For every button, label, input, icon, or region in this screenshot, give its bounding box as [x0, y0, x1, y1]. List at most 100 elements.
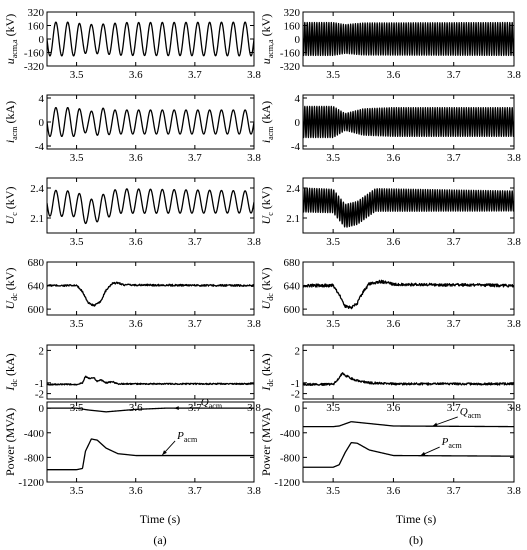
plot-frame: [302, 344, 515, 400]
y-tick-label: 2: [39, 345, 45, 357]
x-axis-label-b: Time (s): [396, 512, 437, 526]
x-tick-label: 3.5: [326, 152, 340, 164]
y-tick-label: -4: [35, 141, 45, 153]
x-tick-label: 3.6: [387, 152, 401, 164]
y-tick-label: 600: [28, 304, 45, 316]
x-tick-label: 3.8: [247, 318, 261, 330]
y-tick-label: -1200: [274, 477, 300, 489]
subplot-a-5: 3.5 3.6 3.7 3.8 -1200 -800 -400 0 Power (MVA) Qac…: [3, 397, 261, 497]
y-axis-label: Idc (kA): [3, 353, 19, 391]
x-tick-label: 3.5: [70, 236, 84, 248]
series-line: [47, 375, 254, 386]
y-tick-label: -320: [24, 61, 45, 73]
y-tick-label: 600: [284, 304, 301, 316]
traces: [303, 421, 514, 468]
y-tick-label: 160: [28, 21, 45, 33]
traces: [303, 21, 514, 57]
y-tick-label: 4: [39, 93, 45, 105]
x-tick-label: 3.5: [326, 236, 340, 248]
y-tick-label: 160: [284, 21, 301, 33]
y-axis-label: Uc (kV): [3, 187, 19, 225]
y-tick-label: -160: [24, 48, 45, 60]
y-tick-label: -1200: [18, 477, 44, 489]
series-line: [47, 21, 254, 57]
y-axis-label: iacm (kA): [259, 101, 275, 143]
y-tick-label: -1: [35, 378, 44, 390]
subplot-b-9: 3.5 3.6 3.7 3.8 600 640 680 Udc (kV): [259, 257, 521, 330]
y-axis-label: Udc (kV): [3, 268, 19, 310]
x-tick-label: 3.7: [188, 236, 202, 248]
x-tick-label: 3.6: [387, 485, 401, 497]
y-tick-label: 680: [28, 257, 45, 269]
y-tick-label: -320: [280, 61, 301, 73]
y-tick-label: 2.1: [30, 213, 44, 225]
plot-frame: [46, 177, 255, 234]
series-annotation: Qacm: [460, 406, 482, 420]
y-tick-label: 4: [295, 93, 301, 105]
x-tick-label: 3.5: [70, 485, 84, 497]
y-tick-label: 0: [39, 403, 45, 415]
y-tick-label: -1: [291, 378, 300, 390]
x-tick-label: 3.8: [247, 236, 261, 248]
y-tick-label: 0: [295, 403, 301, 415]
subplot-a-3: 3.5 3.6 3.7 3.8 600 640 680 Udc (kV): [3, 257, 261, 330]
y-tick-label: 2: [295, 345, 301, 357]
y-tick-label: -160: [280, 48, 301, 60]
series-line-p: [47, 438, 254, 471]
series-line: [47, 106, 254, 138]
series-line: [303, 187, 514, 228]
x-tick-label: 3.8: [247, 152, 261, 164]
y-tick-label: -800: [280, 452, 301, 464]
x-tick-label: 3.7: [447, 152, 461, 164]
y-axis-label: Idc (kA): [259, 353, 275, 391]
series-annotation: Pacm: [176, 430, 198, 444]
y-tick-label: 320: [28, 7, 45, 19]
series-line-q: [47, 407, 254, 413]
x-tick-label: 3.7: [188, 69, 202, 81]
x-tick-label: 3.7: [447, 485, 461, 497]
traces: [303, 372, 514, 387]
series-line: [47, 188, 254, 225]
series-line: [303, 372, 514, 387]
x-tick-label: 3.5: [326, 485, 340, 497]
x-tick-label: 3.8: [507, 69, 521, 81]
x-tick-label: 3.5: [70, 69, 84, 81]
x-tick-label: 3.8: [507, 152, 521, 164]
plot-frame: [46, 94, 255, 150]
x-tick-label: 3.5: [326, 318, 340, 330]
y-tick-label: 2.4: [30, 183, 44, 195]
x-axis-label-a: Time (s): [140, 512, 181, 526]
y-axis-label: uacm,a (kV): [259, 14, 275, 65]
annotation-arrowhead: [174, 406, 179, 411]
series-line-p: [303, 442, 514, 468]
x-tick-label: 3.6: [129, 402, 143, 414]
subplot-b-8: 3.5 3.6 3.7 3.8 2.1 2.4 Uc (kV): [259, 177, 521, 248]
plot-frame: [46, 344, 255, 400]
y-tick-label: 0: [39, 34, 45, 46]
annotation-arrowhead: [432, 422, 438, 427]
subplot-a-1: 3.5 3.6 3.7 3.8 -4 0 4 iacm (kA): [3, 93, 261, 164]
x-tick-label: 3.6: [387, 236, 401, 248]
y-tick-label: 2.4: [286, 183, 300, 195]
plot-frame: [46, 261, 255, 316]
series-line: [303, 21, 514, 57]
y-axis-label: Power (MVA): [259, 408, 273, 476]
x-tick-label: 3.6: [129, 236, 143, 248]
y-tick-label: -800: [24, 452, 45, 464]
plot-frame: [302, 401, 515, 483]
series-annotation: Pacm: [441, 436, 463, 450]
annotation-arrowhead: [162, 450, 167, 455]
series-line: [303, 279, 514, 310]
plot-frame: [46, 11, 255, 67]
x-tick-label: 3.5: [70, 152, 84, 164]
y-tick-label: -400: [24, 428, 45, 440]
x-tick-label: 3.6: [129, 485, 143, 497]
x-tick-label: 3.6: [129, 69, 143, 81]
x-tick-label: 3.8: [507, 485, 521, 497]
y-tick-label: 2.1: [286, 213, 300, 225]
subplot-b-11: 3.5 3.6 3.7 3.8 -1200 -800 -400 0 Power (MVA) Qac…: [259, 401, 521, 497]
traces: [47, 21, 254, 57]
